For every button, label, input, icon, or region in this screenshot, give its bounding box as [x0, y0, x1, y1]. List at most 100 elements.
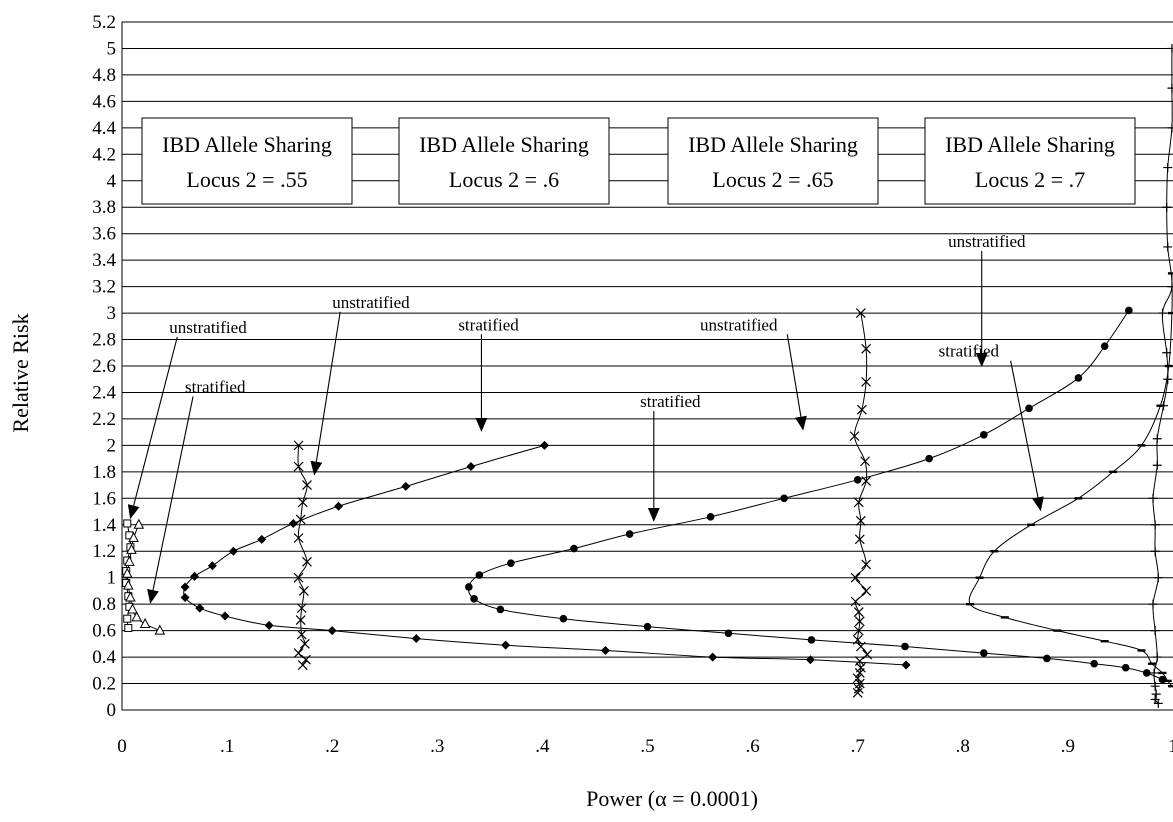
y-tick-label: 5.2	[92, 12, 116, 33]
sharing-55-stratified-point	[128, 531, 139, 542]
sharing-7-stratified-point	[1147, 662, 1156, 665]
x-tick-label: 0	[117, 736, 127, 757]
annotation-arrow	[127, 336, 178, 520]
sharing-7-unstratified-point	[1167, 123, 1173, 133]
sharing-55-unstratified-point	[124, 623, 133, 632]
sharing-7-stratified-point	[1163, 679, 1172, 683]
sharing-55-unstratified-point	[123, 614, 132, 623]
sharing-6-stratified-point	[600, 645, 610, 655]
sharing-7-stratified-point	[1074, 497, 1083, 500]
y-tick-label: 4.4	[92, 118, 116, 139]
sharing-65-stratified-point	[559, 614, 568, 623]
sharing-7-stratified-point	[1053, 629, 1062, 632]
sharing-65-unstratified-point	[853, 683, 864, 694]
sharing-7-unstratified-point	[1152, 434, 1162, 444]
y-tick-label: 0.6	[92, 621, 116, 642]
sharing-55-stratified-point	[139, 617, 151, 628]
sharing-65-unstratified-point	[855, 308, 866, 319]
annotation-label: unstratified	[948, 232, 1026, 251]
y-tick-label: 3.4	[92, 250, 116, 271]
sharing-55-stratified-point	[122, 579, 134, 590]
y-tick-label: 0	[107, 700, 117, 721]
sharing-6-stratified-point	[805, 655, 815, 665]
annotation-label: stratified	[939, 342, 1000, 361]
y-tick-label: 0.8	[92, 594, 116, 615]
sharing-box-locus: Locus 2 = .65	[712, 167, 833, 192]
sharing-7-stratified-point	[1167, 311, 1173, 315]
y-tick-label: 2.4	[92, 382, 116, 403]
sharing-65-stratified-point	[901, 642, 909, 651]
sharing-6-unstratified-point	[293, 461, 304, 472]
sharing-65-stratified-point	[465, 583, 473, 591]
sharing-65-unstratified-point	[850, 572, 861, 583]
sharing-7-unstratified-point	[1149, 668, 1159, 678]
sharing-box	[667, 117, 879, 205]
sharing-7-stratified-point	[1137, 444, 1146, 447]
sharing-55-stratified-point	[126, 543, 137, 554]
sharing-65-unstratified-point	[855, 515, 866, 526]
sharing-7-unstratified-point	[1163, 163, 1173, 173]
sharing-7-unstratified-point	[1151, 689, 1161, 699]
sharing-65-stratified-point	[1121, 663, 1130, 672]
sharing-65-unstratified-curve	[853, 313, 868, 693]
sharing-65-stratified-point	[475, 571, 484, 579]
sharing-box-locus: Locus 2 = .7	[975, 167, 1085, 192]
sharing-65-unstratified-point	[860, 456, 870, 467]
sharing-6-stratified-point	[708, 652, 718, 662]
sharing-box	[924, 117, 1136, 205]
sharing-6-stratified-point	[180, 593, 190, 603]
sharing-6-unstratified-point	[293, 533, 304, 543]
sharing-box	[141, 117, 353, 205]
sharing-7-stratified-point	[1158, 671, 1167, 675]
sharing-65-unstratified-point	[861, 585, 872, 596]
sharing-7-unstratified-point	[1167, 282, 1173, 292]
sharing-7-unstratified-point	[1150, 681, 1160, 691]
sharing-6-stratified-point	[207, 561, 217, 571]
sharing-7-unstratified-point	[1167, 43, 1173, 53]
sharing-65-unstratified-point	[861, 376, 872, 387]
y-axis-title: Relative Risk	[8, 313, 33, 432]
sharing-6-stratified-point	[327, 626, 337, 636]
sharing-65-stratified-point	[570, 544, 578, 553]
annotation-arrow	[147, 396, 194, 604]
y-tick-label: 1.8	[92, 462, 116, 483]
sharing-7-stratified-point	[990, 550, 999, 553]
sharing-7-stratified-point	[1167, 272, 1173, 275]
y-tick-label: 3.8	[92, 197, 116, 218]
sharing-6-unstratified-point	[297, 660, 308, 670]
sharing-55-unstratified-point	[123, 519, 132, 528]
sharing-6-stratified-point	[411, 634, 421, 644]
x-tick-label: .1	[220, 736, 234, 757]
sharing-box-title: IBD Allele Sharing	[162, 132, 332, 157]
sharing-65-stratified-point	[625, 530, 634, 538]
sharing-7-stratified-point	[1109, 470, 1118, 474]
sharing-7-unstratified-point	[1167, 83, 1173, 93]
annotation-label: stratified	[640, 392, 701, 411]
sharing-7-unstratified-point	[1150, 520, 1160, 530]
sharing-6-stratified-point	[195, 603, 205, 613]
sharing-7-stratified-point	[1164, 364, 1173, 368]
sharing-7-stratified-curve	[968, 273, 1173, 687]
sharing-65-stratified-point	[807, 636, 816, 644]
sharing-6-unstratified-point	[293, 440, 304, 451]
x-tick-labels: 0 .1 .2 .3 .4 .5 .6 .7 .8 .9 1	[117, 736, 1173, 757]
sharing-65-unstratified-point	[854, 616, 865, 627]
x-tick-label: .9	[1061, 736, 1075, 757]
sharing-6-stratified-point	[220, 611, 230, 621]
sharing-7-stratified-point	[1100, 640, 1109, 643]
sharing-6-stratified-point	[401, 481, 411, 491]
y-tick-label: 2.8	[92, 330, 116, 351]
annotation-arrow	[310, 311, 341, 476]
sharing-55-stratified-point	[131, 611, 143, 622]
sharing-6-unstratified-point	[297, 497, 308, 508]
y-tick-label: 3.6	[92, 224, 116, 245]
sharing-65-unstratified-point	[855, 641, 866, 652]
sharing-7-stratified-point	[1156, 404, 1165, 407]
sharing-65-stratified-point	[706, 513, 715, 521]
x-axis-title: Power (α = 0.0001)	[586, 786, 758, 811]
curve-annotations: unstratified stratified unstratified strati…	[127, 232, 1044, 604]
annotation-label: unstratified	[700, 315, 778, 334]
y-tick-label: 4.2	[92, 144, 116, 165]
y-tick-label: 1.6	[92, 488, 116, 509]
sharing-box-locus: Locus 2 = .6	[449, 167, 559, 192]
